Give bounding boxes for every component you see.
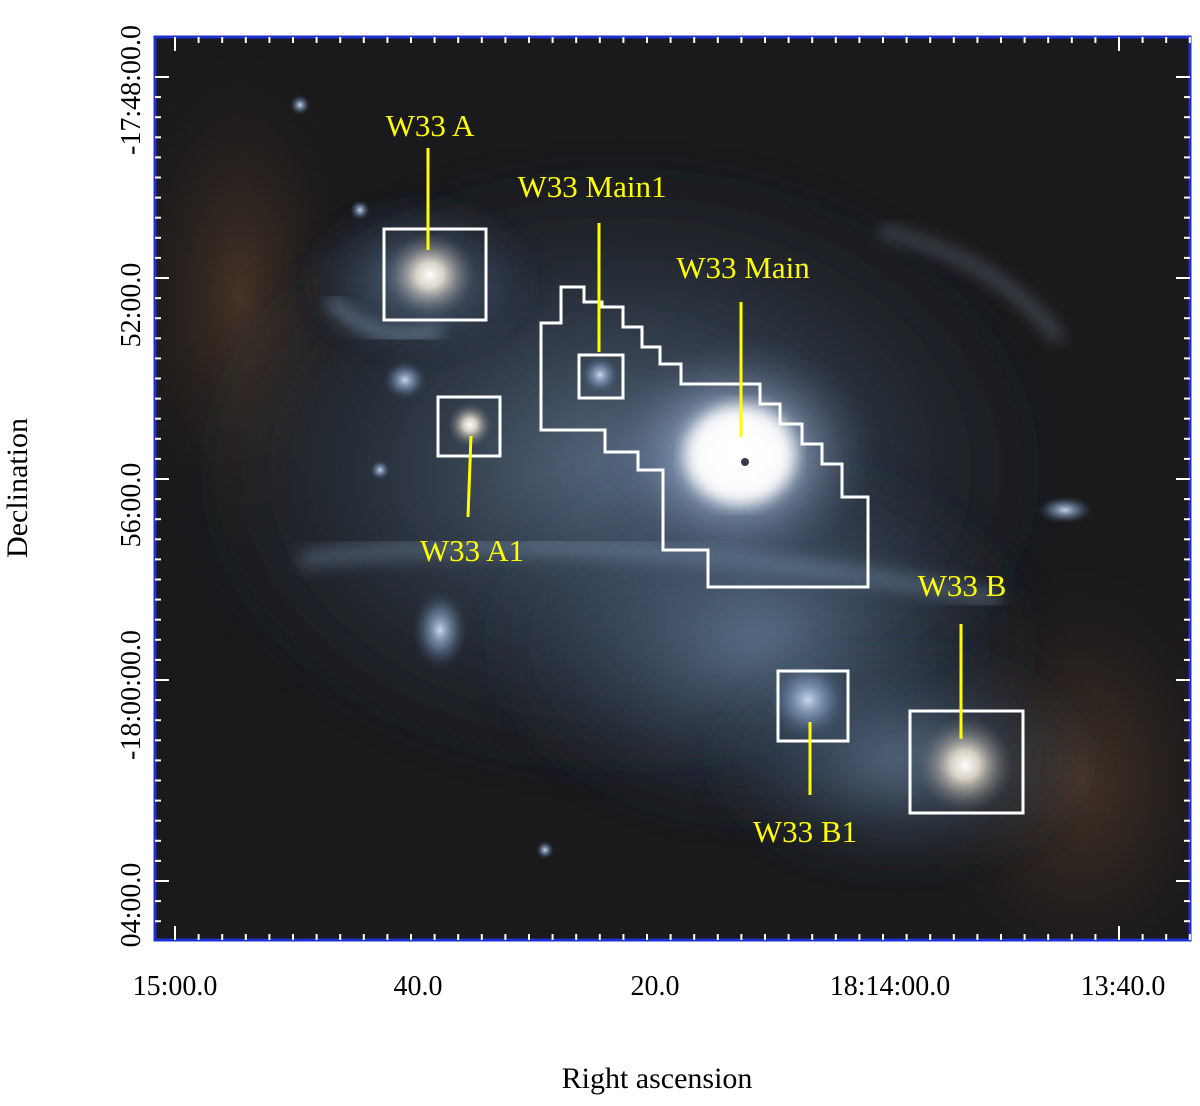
x-tick-label: 20.0 (631, 971, 680, 1002)
w33b1-box (776, 669, 850, 743)
x-tick-label: 13:40.0 (1081, 971, 1166, 1002)
w33a-label: W33 A (386, 108, 475, 143)
x-tick-label: 18:14:00.0 (830, 971, 951, 1002)
w33b1-label: W33 B1 (753, 814, 857, 849)
x-tick-labels: 15:00.0 40.0 20.0 18:14:00.0 13:40.0 (133, 971, 1166, 1002)
y-tick-label: 04:00.0 (116, 863, 147, 948)
y-tick-label: -17:48:00.0 (116, 25, 147, 155)
w33a1-label: W33 A1 (420, 533, 524, 568)
y-tick-label: -18:00:00.0 (116, 630, 147, 760)
y-tick-label: 56:00.0 (116, 463, 147, 548)
w33a1-leader (466, 435, 473, 518)
x-axis-title: Right ascension (562, 1062, 753, 1095)
image-frame (153, 35, 1192, 942)
w33main1-label: W33 Main1 (518, 169, 667, 204)
w33a-box (382, 227, 488, 322)
w33main-label: W33 Main (676, 250, 810, 285)
w33main1-box (577, 353, 625, 400)
y-tick-labels: -17:48:00.0 52:00.0 56:00.0 -18:00:00.0 … (116, 25, 147, 947)
y-axis-title: Declination (1, 418, 34, 558)
w33b-box (908, 709, 1025, 815)
x-tick-label: 40.0 (394, 971, 443, 1002)
axis-ticks (155, 37, 1191, 940)
region-labels: W33 A W33 Main1 W33 Main W33 A1 W33 B W3… (386, 108, 1007, 849)
y-tick-label: 52:00.0 (116, 263, 147, 348)
nebula-image (155, 37, 1190, 940)
w33b-label: W33 B (918, 568, 1007, 603)
region-outlines (382, 227, 1025, 815)
label-leader-lines (426, 148, 963, 795)
x-tick-label: 15:00.0 (133, 971, 218, 1002)
w33main-polygon (539, 285, 870, 589)
